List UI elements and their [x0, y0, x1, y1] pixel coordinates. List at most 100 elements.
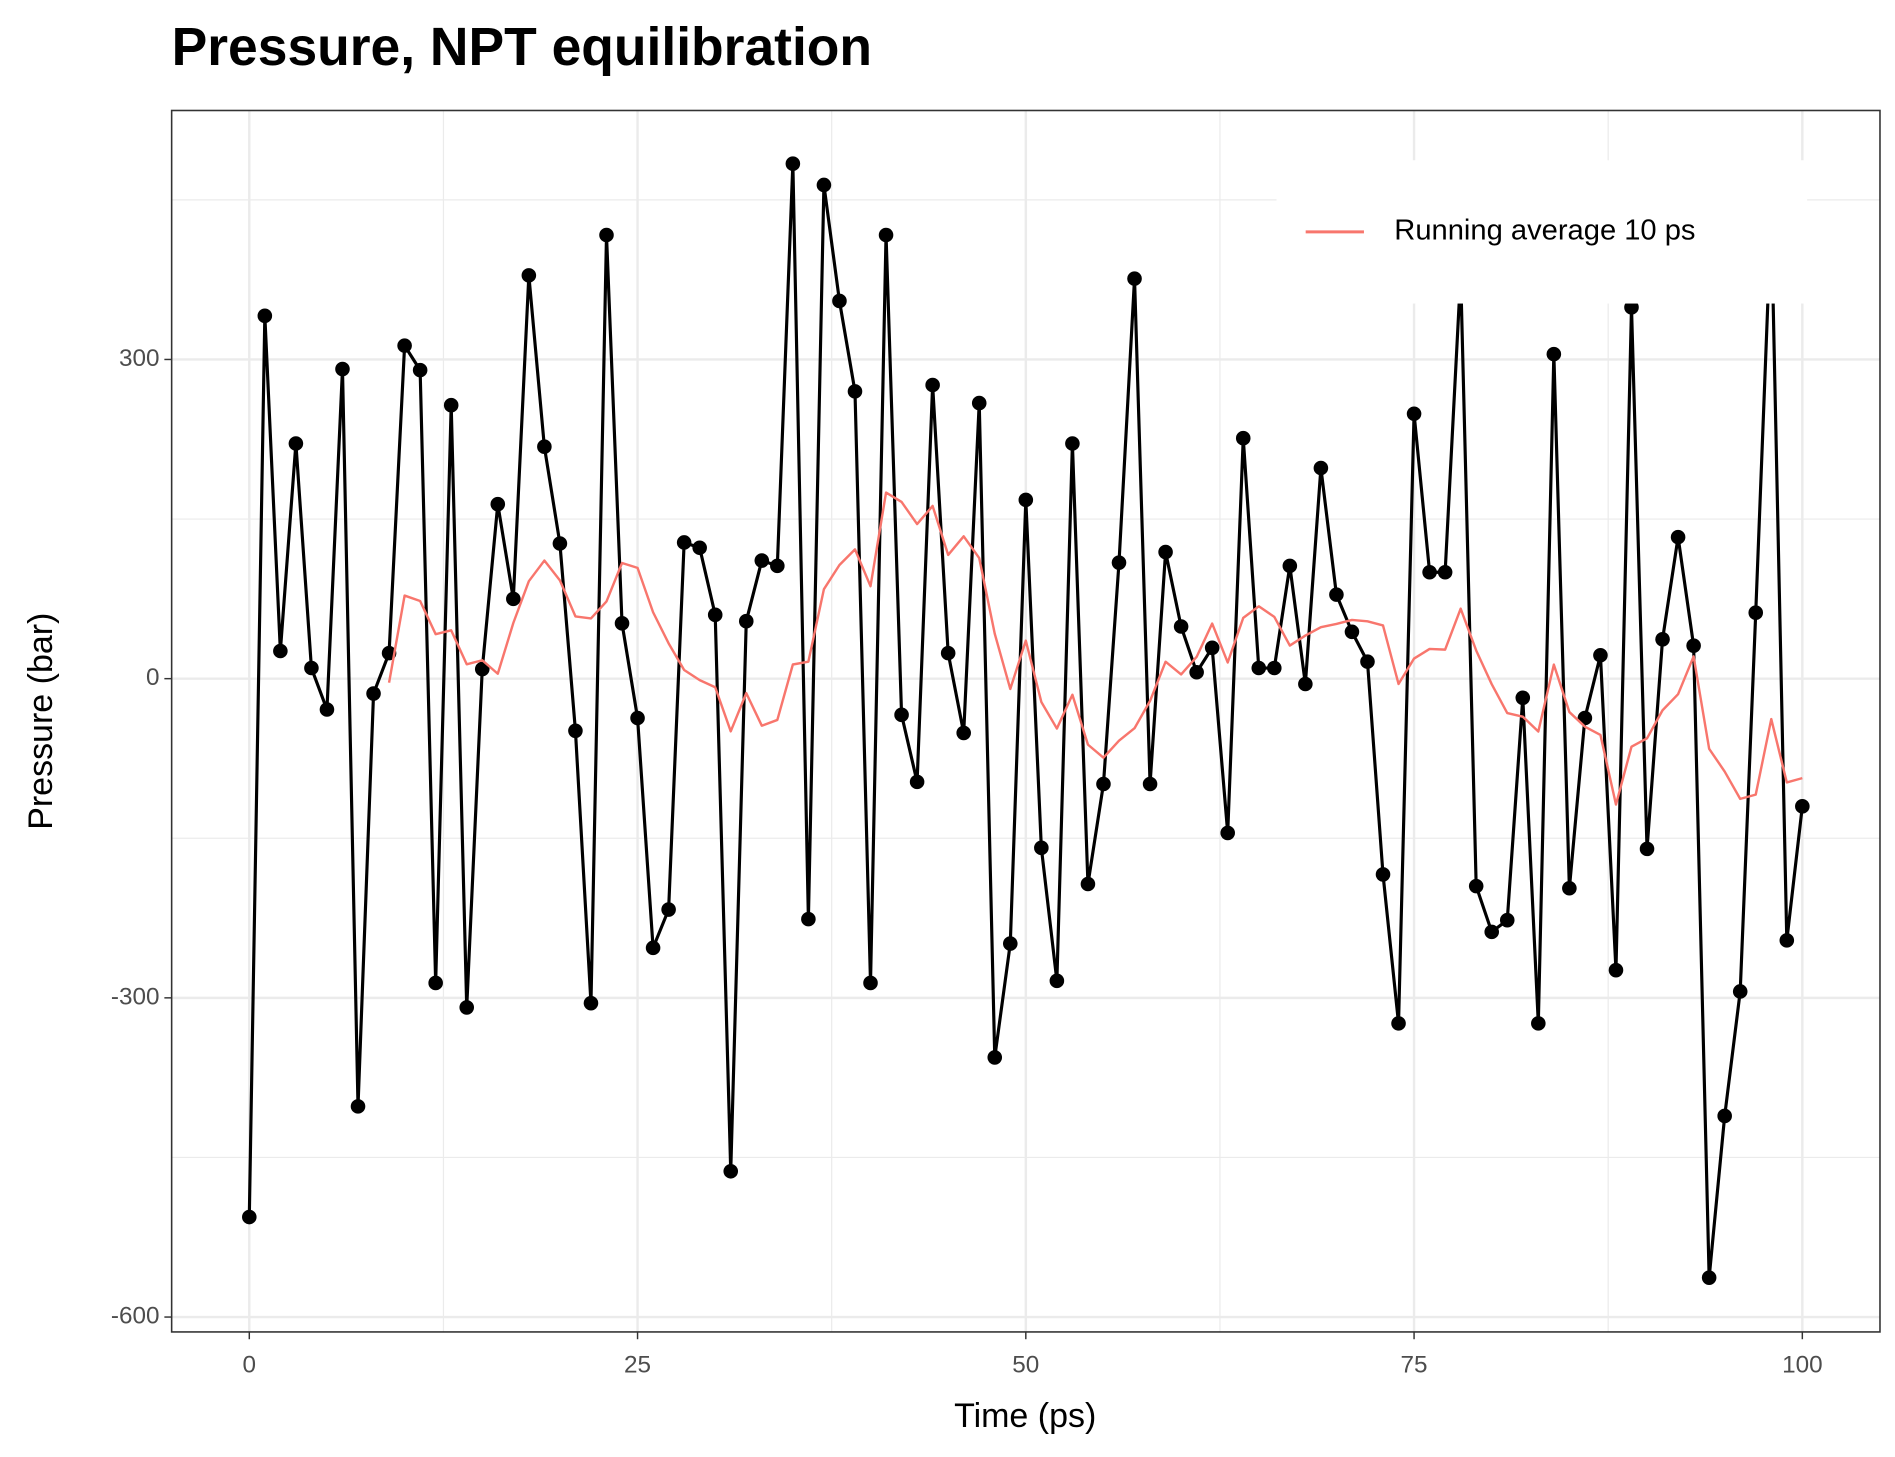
data-point: [940, 645, 956, 661]
x-tick-label: 0: [243, 1351, 257, 1378]
data-point: [1484, 924, 1500, 940]
data-point: [1251, 660, 1267, 676]
data-point: [1282, 558, 1298, 574]
data-point: [288, 436, 304, 451]
data-point: [242, 1209, 257, 1225]
data-point: [459, 1000, 475, 1015]
y-axis-label: Pressure (bar): [22, 613, 60, 830]
data-point: [443, 397, 459, 413]
data-point: [1531, 1016, 1546, 1031]
data-point: [1158, 544, 1173, 560]
x-tick-label: 25: [624, 1351, 651, 1378]
y-tick-label: 300: [119, 345, 159, 372]
x-tick-label: 75: [1401, 1351, 1428, 1378]
data-point: [1313, 460, 1329, 476]
data-point: [847, 384, 863, 399]
data-point: [1080, 876, 1096, 892]
data-point: [723, 1163, 739, 1179]
data-point: [1096, 776, 1111, 792]
data-point: [1593, 647, 1608, 663]
data-point: [925, 377, 940, 393]
data-point: [785, 156, 801, 171]
data-point: [661, 902, 676, 917]
data-point: [1127, 271, 1142, 286]
data-point: [1468, 878, 1484, 894]
data-point: [645, 940, 661, 956]
data-point: [304, 660, 319, 676]
data-point: [971, 395, 987, 411]
data-point: [1670, 529, 1686, 545]
data-point: [1235, 430, 1251, 446]
data-point: [1142, 776, 1158, 792]
data-point: [1515, 690, 1531, 706]
data-point: [816, 177, 832, 193]
y-tick-label: 0: [146, 664, 160, 691]
data-point: [1437, 564, 1453, 580]
data-point: [630, 710, 645, 726]
data-point: [428, 975, 443, 991]
x-tick-label: 100: [1782, 1351, 1823, 1378]
data-point: [1639, 841, 1655, 857]
data-point: [1655, 632, 1670, 647]
data-point: [1717, 1108, 1732, 1124]
data-point: [1795, 799, 1810, 814]
data-point: [1546, 346, 1562, 362]
data-point: [583, 995, 599, 1011]
data-point: [1748, 605, 1764, 620]
legend: Running average 10 ps: [1276, 160, 1808, 304]
data-point: [1267, 660, 1282, 676]
data-point: [1701, 1270, 1717, 1285]
y-tick-label: -300: [111, 983, 160, 1010]
data-point: [1624, 300, 1639, 315]
y-tick-label: -600: [111, 1302, 160, 1329]
legend-background: [1276, 160, 1808, 304]
data-point: [1779, 933, 1795, 948]
data-point: [474, 661, 490, 677]
data-point: [1732, 984, 1748, 999]
data-point: [599, 227, 614, 243]
data-point: [1422, 564, 1437, 580]
data-point: [366, 686, 381, 701]
data-point: [397, 338, 412, 353]
data-point: [257, 308, 273, 324]
data-point: [863, 975, 878, 991]
data-point: [490, 496, 506, 512]
data-point: [552, 536, 568, 551]
data-point: [1173, 619, 1189, 634]
data-point: [801, 911, 816, 927]
data-point: [692, 540, 707, 556]
data-point: [614, 616, 630, 631]
data-point: [537, 439, 552, 454]
data-point: [676, 535, 692, 550]
data-point: [1189, 664, 1204, 680]
data-point: [956, 725, 971, 741]
data-point: [521, 268, 537, 283]
data-point: [350, 1099, 366, 1114]
data-point: [1111, 555, 1127, 570]
data-point: [1406, 406, 1422, 422]
data-point: [506, 591, 521, 607]
data-point: [754, 553, 770, 568]
data-point: [707, 607, 723, 623]
plot-border: [170, 109, 1881, 1333]
data-point: [832, 293, 847, 309]
data-point: [770, 558, 785, 574]
data-point: [319, 702, 335, 717]
data-point: [1204, 640, 1220, 656]
data-point: [335, 361, 350, 377]
data-line: [387, 491, 1803, 806]
data-point: [412, 362, 428, 378]
data-point: [1344, 624, 1360, 640]
data-point: [1375, 867, 1391, 882]
data-point: [1391, 1016, 1406, 1031]
data-point: [1329, 587, 1344, 602]
data-point: [1049, 973, 1065, 989]
data-point: [1002, 936, 1018, 951]
data-point: [1499, 912, 1515, 928]
data-point: [1298, 676, 1313, 692]
data-point: [1686, 638, 1701, 653]
data-point: [1018, 492, 1034, 508]
data-point: [1220, 825, 1235, 841]
data-point: [894, 707, 909, 723]
